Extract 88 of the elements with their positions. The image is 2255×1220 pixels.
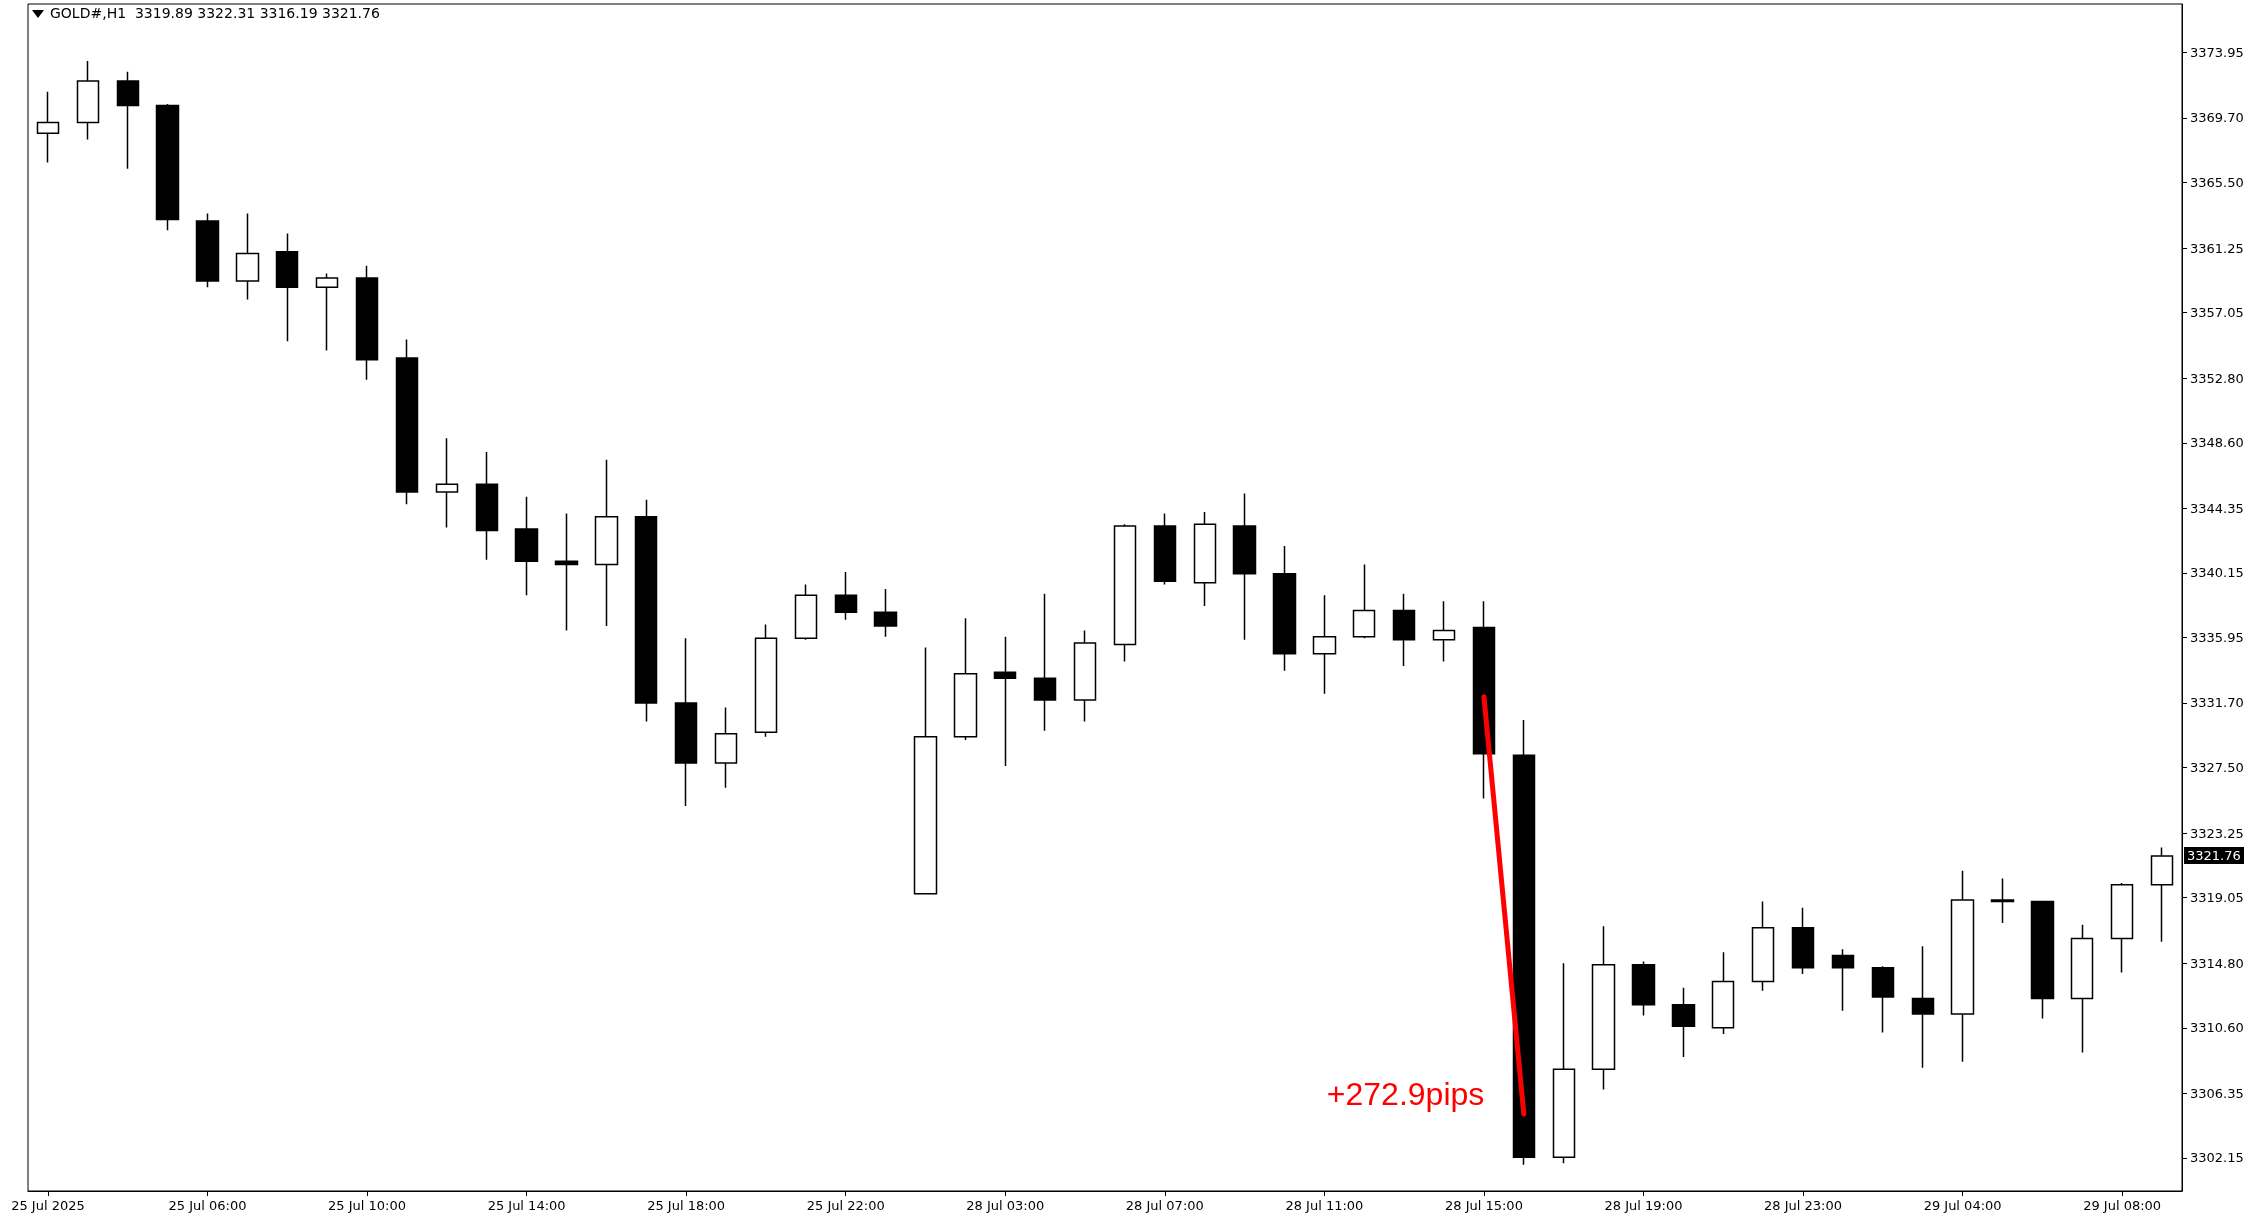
- candlestick: [1193, 511, 1217, 607]
- y-tick-label: 3348.60: [2190, 435, 2244, 451]
- x-tick-label: 29 Jul 08:00: [2083, 1198, 2162, 1213]
- x-tick-label: 25 Jul 10:00: [328, 1198, 407, 1213]
- x-tick-label: 28 Jul 03:00: [966, 1198, 1045, 1213]
- candlestick: [634, 498, 658, 723]
- candlestick: [2110, 882, 2134, 974]
- x-tick-label: 25 Jul 2025: [11, 1198, 85, 1213]
- candlestick: [2150, 846, 2174, 943]
- candlestick: [1552, 962, 1576, 1165]
- candlestick: [1153, 512, 1177, 586]
- candlestick: [195, 212, 220, 289]
- candlestick: [794, 583, 818, 641]
- y-tick-label: 3344.35: [2190, 500, 2244, 516]
- y-tick-label: 3310.60: [2190, 1020, 2244, 1036]
- x-tick-label: 25 Jul 06:00: [168, 1198, 247, 1213]
- y-tick-label: 3335.95: [2190, 630, 2244, 646]
- candlestick: [834, 571, 858, 621]
- candlestick: [1791, 906, 1815, 975]
- y-tick-label: 3361.25: [2190, 240, 2244, 256]
- candlestick: [116, 70, 140, 170]
- candlestick: [1871, 965, 1895, 1034]
- candlestick: [1352, 563, 1376, 640]
- y-tick-label: 3314.80: [2190, 955, 2244, 971]
- candlestick: [1631, 960, 1656, 1017]
- x-tick-label: 28 Jul 23:00: [1764, 1198, 1843, 1213]
- x-tick-label: 25 Jul 14:00: [487, 1198, 566, 1213]
- candlestick: [315, 272, 339, 352]
- candlestick: [913, 646, 938, 895]
- candlestick: [873, 588, 898, 638]
- y-tick-label: 3357.05: [2190, 305, 2244, 321]
- y-tick-label: 3369.70: [2190, 110, 2244, 126]
- candlestick: [1831, 948, 1855, 1012]
- candlestick: [754, 623, 778, 738]
- x-tick-label: 29 Jul 04:00: [1923, 1198, 2002, 1213]
- x-tick-label: 25 Jul 22:00: [806, 1198, 885, 1213]
- x-tick-label: 28 Jul 07:00: [1125, 1198, 1204, 1213]
- y-tick-label: 3365.50: [2190, 175, 2244, 191]
- y-tick-label: 3373.95: [2190, 45, 2244, 60]
- y-tick-label: 3306.35: [2190, 1085, 2244, 1101]
- annotation: +272.9pips: [1326, 1075, 1485, 1113]
- candlestick: [1432, 600, 1456, 663]
- y-tick-label: 3327.50: [2190, 760, 2244, 776]
- candlestick: [2070, 923, 2094, 1054]
- candlestick: [1711, 951, 1735, 1035]
- candlestick: [155, 103, 180, 232]
- y-tick-label: 3340.15: [2190, 565, 2244, 581]
- candlestick: [554, 512, 579, 632]
- candlestick: [1950, 870, 1975, 1063]
- y-tick-label: 3352.80: [2190, 370, 2244, 386]
- candlestick: [435, 437, 459, 529]
- y-tick-label: 3331.70: [2190, 695, 2244, 711]
- candlestick: [1312, 594, 1337, 695]
- x-tick-label: 28 Jul 15:00: [1444, 1198, 1523, 1213]
- candlestick: [1751, 900, 1775, 992]
- candlestick: [1591, 925, 1616, 1091]
- candlestick: [2030, 900, 2055, 1020]
- candlestick: [235, 212, 260, 301]
- candlestick: [1990, 877, 2015, 924]
- candlestick: [594, 458, 619, 627]
- text: 3321.76: [2184, 847, 2244, 865]
- candlestick: [355, 264, 379, 381]
- x-tick-label: 28 Jul 11:00: [1285, 1198, 1364, 1213]
- candlestick: [1512, 719, 1536, 1166]
- candlestick: [395, 338, 419, 506]
- candlestick: [1272, 545, 1297, 672]
- x-tick-label: 28 Jul 19:00: [1604, 1198, 1683, 1213]
- candlestick: [475, 451, 499, 561]
- candlestick: [1392, 592, 1416, 667]
- candlestick: [1113, 523, 1137, 663]
- x-tick-label: 25 Jul 18:00: [647, 1198, 726, 1213]
- candlestick: [514, 495, 539, 596]
- candlestick: [1671, 987, 1696, 1058]
- candlestick: [674, 637, 698, 807]
- candlestick: [1033, 592, 1057, 732]
- chart-title: GOLD#,H1 3319.89 3322.31 3316.19 3321.76: [50, 5, 380, 21]
- candlestick: [993, 636, 1017, 767]
- candlestick: [714, 706, 738, 789]
- candlestick: [953, 617, 978, 741]
- y-tick-label: 3319.05: [2190, 890, 2244, 906]
- candlestick: [1911, 945, 1935, 1069]
- candlestick: [36, 91, 60, 164]
- candlestick: [1232, 492, 1257, 641]
- candlestick: [1073, 629, 1097, 723]
- candlestick: [76, 60, 100, 141]
- y-tick-label: 3323.25: [2190, 825, 2244, 841]
- y-tick-label: 3302.15: [2190, 1150, 2244, 1166]
- candlestick: [275, 232, 299, 342]
